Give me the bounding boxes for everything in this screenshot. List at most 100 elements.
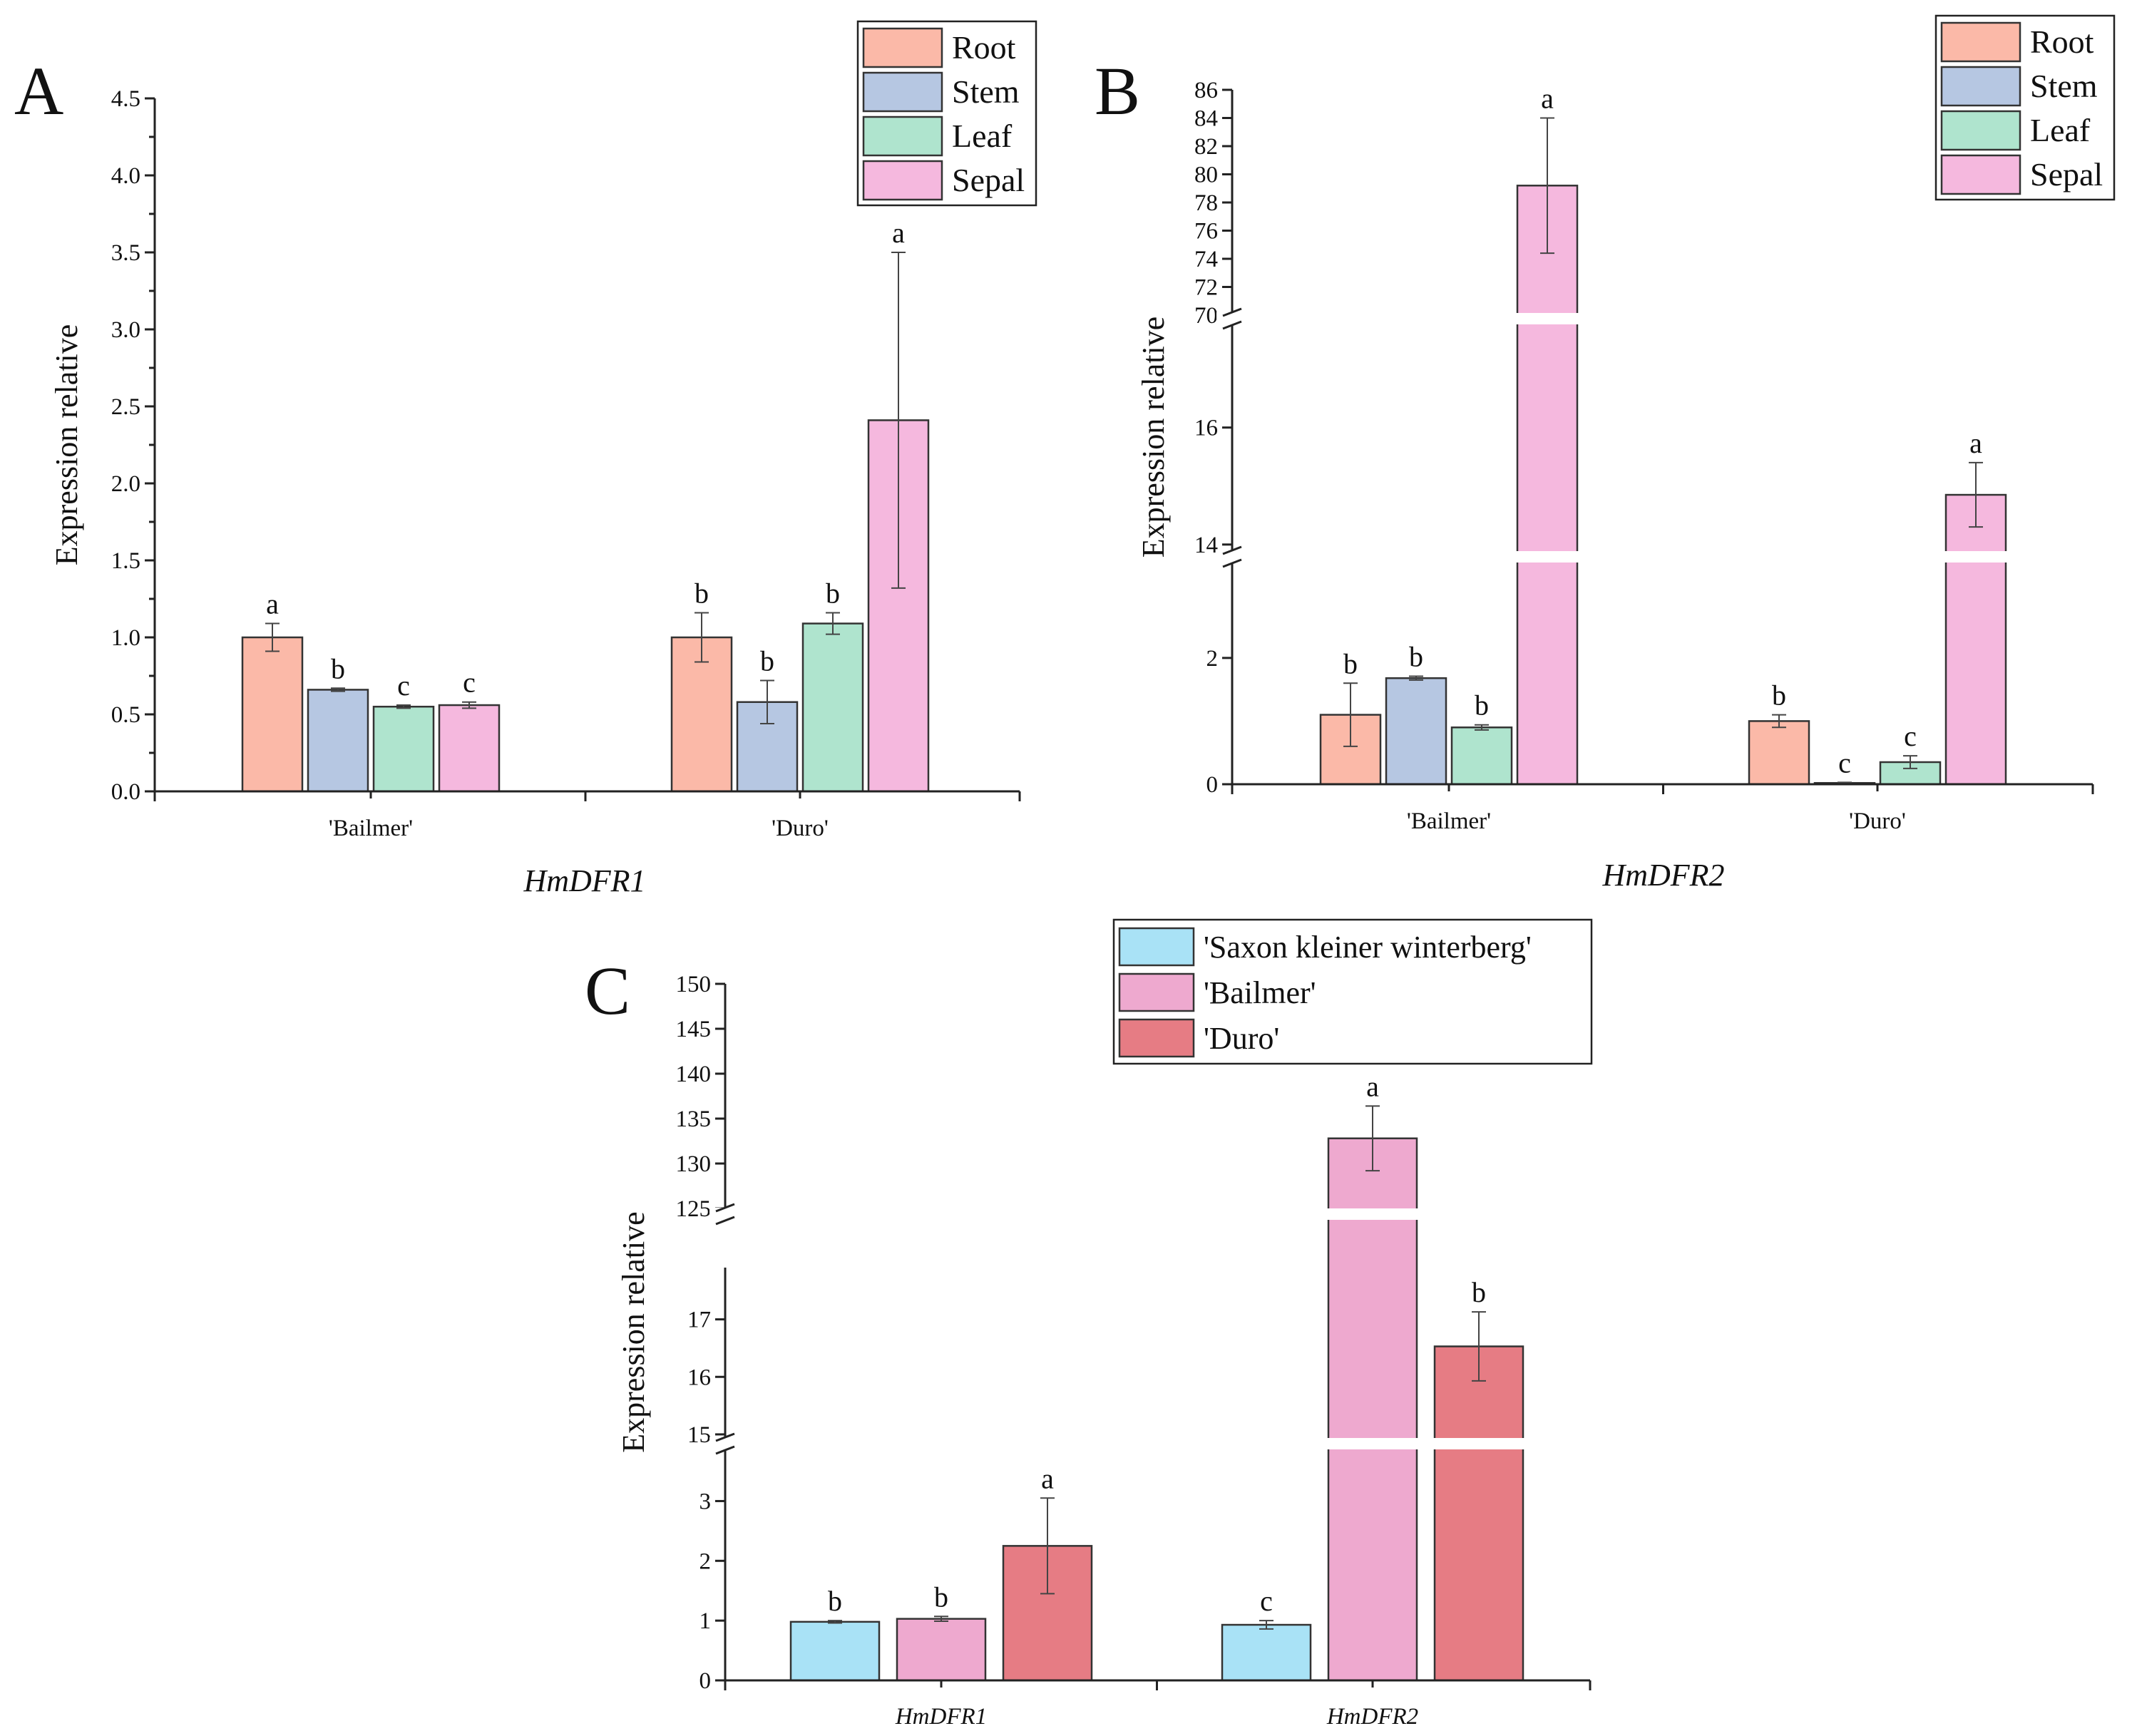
bar bbox=[241, 636, 304, 793]
legend-swatch bbox=[1940, 21, 2021, 63]
y-tick-label: 2.5 bbox=[111, 394, 140, 420]
bar bbox=[307, 689, 369, 793]
y-tick-label: 78 bbox=[1194, 190, 1218, 216]
significance-letter: a bbox=[266, 588, 279, 620]
x-category-label: 'Bailmer' bbox=[329, 816, 413, 841]
legend-label: Root bbox=[2030, 24, 2094, 60]
y-tick-label: 74 bbox=[1194, 247, 1218, 272]
y-tick-label: 3 bbox=[699, 1489, 712, 1514]
axis-break-mark bbox=[715, 1203, 735, 1213]
significance-letter: b bbox=[934, 1581, 948, 1613]
y-tick-label: 86 bbox=[1194, 78, 1218, 103]
y-tick-label: 16 bbox=[1194, 416, 1218, 441]
legend-label: 'Duro' bbox=[1204, 1021, 1279, 1056]
axis-break-mark bbox=[715, 1432, 735, 1442]
y-tick-label: 16 bbox=[687, 1365, 711, 1390]
legend-swatch bbox=[862, 71, 943, 113]
y-tick-label: 2 bbox=[699, 1548, 712, 1574]
legend-swatch bbox=[1940, 154, 2021, 195]
y-tick-label: 1.5 bbox=[111, 548, 140, 574]
y-tick-label: 1.0 bbox=[111, 625, 140, 651]
significance-letter: c bbox=[1838, 746, 1851, 779]
y-tick-label: 17 bbox=[687, 1308, 711, 1333]
axis-break-mark bbox=[1222, 545, 1242, 555]
bar bbox=[1385, 677, 1447, 786]
y-tick-label: 82 bbox=[1194, 134, 1218, 160]
panel-a: Aa b b b c b c a 0.0 0.5 1.0 1.5 2.0 2.5 3.0 3.5 4.0 4.5 '… bbox=[14, 20, 1037, 898]
significance-letter: b bbox=[1409, 641, 1423, 673]
legend-label: Leaf bbox=[2030, 112, 2091, 148]
y-tick-label: 0.0 bbox=[111, 779, 140, 805]
legend: 'Saxon kleiner winterberg' 'Bailmer' 'Duro… bbox=[1112, 918, 1593, 1065]
y-tick-label: 72 bbox=[1194, 275, 1218, 301]
significance-letter: b bbox=[1772, 679, 1786, 712]
significance-letter: b bbox=[695, 577, 709, 609]
y-tick-label: 80 bbox=[1194, 163, 1218, 188]
significance-letter: b bbox=[1475, 689, 1489, 721]
axis-break-mark bbox=[715, 1216, 735, 1226]
y-tick-label: 0 bbox=[1206, 772, 1219, 798]
x-category-label: 'Duro' bbox=[772, 816, 829, 841]
y-tick-label: 15 bbox=[687, 1422, 711, 1448]
y-tick-label: 0 bbox=[699, 1668, 712, 1694]
x-axis-title: HmDFR1 bbox=[523, 863, 645, 898]
significance-letter: a bbox=[1041, 1462, 1054, 1494]
y-tick-label: 140 bbox=[676, 1062, 712, 1087]
y-tick-label: 76 bbox=[1194, 219, 1218, 245]
legend-label: Stem bbox=[952, 73, 1020, 110]
axis-break-mark bbox=[715, 1445, 735, 1455]
significance-letter: b bbox=[828, 1585, 842, 1617]
y-tick-label: 4.0 bbox=[111, 163, 140, 189]
y-tick-label: 1 bbox=[699, 1608, 712, 1634]
legend-label: Sepal bbox=[2030, 156, 2103, 192]
legend-label: 'Saxon kleiner winterberg' bbox=[1204, 930, 1532, 965]
significance-letter: a bbox=[892, 217, 905, 249]
legend: Root Stem Leaf Sepal bbox=[1934, 14, 2116, 201]
legend-label: Sepal bbox=[952, 162, 1025, 198]
legend-label: Stem bbox=[2030, 68, 2098, 104]
significance-letter: b bbox=[826, 577, 840, 609]
legend-swatch bbox=[862, 115, 943, 157]
panel-label: B bbox=[1095, 53, 1140, 129]
bar bbox=[896, 1618, 987, 1682]
significance-letter: b bbox=[1343, 647, 1358, 679]
axis-break-mark bbox=[1222, 320, 1242, 330]
legend-swatch bbox=[1118, 972, 1195, 1012]
axis-break-gap bbox=[709, 1437, 741, 1450]
legend-label: Leaf bbox=[952, 118, 1013, 154]
x-category-label: HmDFR2 bbox=[1326, 1704, 1418, 1730]
axis-break-gap bbox=[1216, 550, 1248, 563]
significance-letter: b bbox=[331, 652, 345, 684]
significance-letter: a bbox=[1541, 83, 1554, 115]
legend: Root Stem Leaf Sepal bbox=[856, 20, 1037, 207]
y-axis-label: Expression relative bbox=[49, 324, 84, 565]
axis-break-gap bbox=[709, 1208, 741, 1221]
x-category-label: 'Bailmer' bbox=[1407, 808, 1491, 834]
bar bbox=[1221, 1623, 1312, 1682]
panel-label: C bbox=[585, 952, 630, 1029]
y-tick-label: 130 bbox=[676, 1151, 712, 1177]
bar bbox=[789, 1621, 881, 1682]
legend-label: Root bbox=[952, 29, 1016, 66]
y-axis-label: Expression relative bbox=[616, 1211, 651, 1452]
y-tick-label: 14 bbox=[1194, 533, 1218, 558]
bar-break-gap bbox=[728, 1208, 1590, 1220]
bar bbox=[801, 622, 864, 793]
y-tick-label: 125 bbox=[676, 1196, 712, 1222]
bar bbox=[1516, 185, 1579, 786]
bar bbox=[1748, 720, 1810, 786]
y-tick-label: 84 bbox=[1194, 106, 1218, 132]
significance-letter: c bbox=[463, 667, 476, 699]
bar bbox=[1944, 493, 2007, 786]
axis-break-mark bbox=[1222, 558, 1242, 568]
x-category-label: HmDFR1 bbox=[895, 1704, 987, 1730]
y-tick-label: 4.5 bbox=[111, 86, 140, 112]
axis-break-gap bbox=[1216, 312, 1248, 325]
significance-letter: c bbox=[1260, 1585, 1273, 1617]
bar-break-gap bbox=[1235, 551, 2093, 563]
y-tick-label: 135 bbox=[676, 1106, 712, 1132]
y-tick-label: 3.0 bbox=[111, 317, 140, 343]
significance-letter: b bbox=[760, 644, 774, 677]
